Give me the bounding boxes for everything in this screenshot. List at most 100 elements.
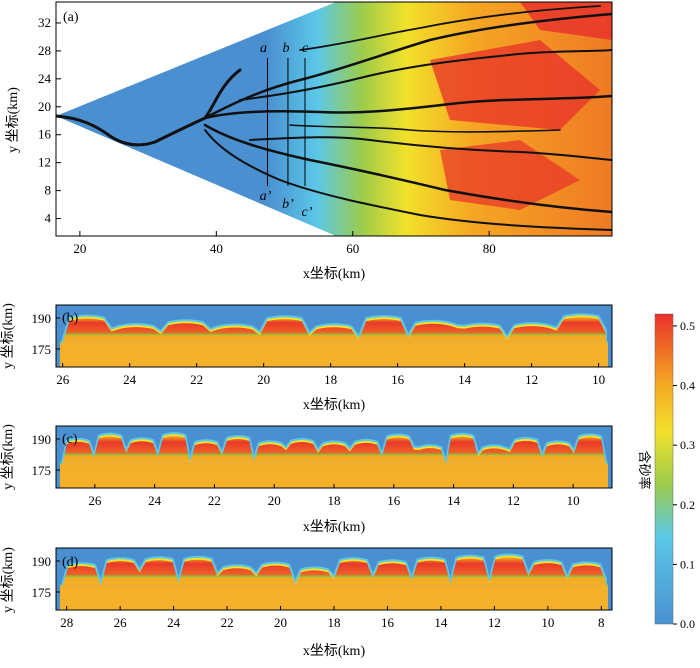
- panel-c: 26 24 22 20 18 16 14 12 10 190 175 (c) x坐标(km) y …: [0, 424, 613, 535]
- x-tick-label: 16: [381, 615, 395, 630]
- panel-b: 26 24 22 20 18 16 14 12 10 190 175 (b) x坐标(km) y …: [0, 303, 613, 413]
- colorbar-tick-label: 0.2: [680, 498, 695, 512]
- channel: [204, 129, 612, 231]
- x-tick-label: 16: [387, 493, 401, 508]
- upper-sand-body: [62, 557, 606, 588]
- x-tick-label: 28: [60, 615, 73, 630]
- y-tick-label: 12: [38, 155, 51, 170]
- y-tick-label: 32: [38, 15, 51, 30]
- channel-network: [56, 5, 612, 231]
- y-tick-label: 16: [38, 127, 52, 142]
- x-tick-label: 10: [592, 372, 605, 387]
- x-ticks: 28 26 24 22 20 18 16 14 12 10 8: [60, 606, 605, 630]
- y-axis-label: y 坐标(km): [0, 303, 16, 369]
- x-tick-label: 26: [114, 615, 128, 630]
- x-ticks: 26 24 22 20 18 16 14 12 10: [56, 363, 605, 387]
- x-tick-label: 18: [324, 372, 337, 387]
- x-tick-label: 22: [208, 493, 221, 508]
- colorbar-ramp: [654, 313, 674, 625]
- y-axis-label: y 坐标(km): [0, 424, 16, 490]
- colorbar-tick-label: 0.4: [680, 379, 695, 393]
- channel: [56, 68, 242, 147]
- x-tick-label: 10: [541, 615, 554, 630]
- panel-a: a a’ b b’ c c’ 20 40 60 80 4 8 12 16 20 24 28 32 (a) x坐…: [5, 1, 613, 282]
- colorbar-tick-label: 0.5: [680, 319, 695, 333]
- colorbar: 0.5 0.4 0.3 0.2 0.1 0.0 含砂率: [637, 313, 695, 631]
- x-ticks: 20 40 60 80: [73, 231, 496, 256]
- y-tick-label: 24: [38, 71, 52, 86]
- y-tick-label: 28: [38, 43, 51, 58]
- y-ticks: 190 175: [32, 311, 60, 357]
- y-tick-label: 8: [45, 183, 52, 198]
- panel-b-frame: [55, 304, 613, 368]
- panel-label: (d): [62, 555, 79, 570]
- section-label-top: a: [260, 41, 267, 56]
- x-tick-label: 60: [346, 241, 359, 256]
- section-label-top: c: [302, 41, 309, 56]
- x-tick-label: 18: [328, 615, 341, 630]
- x-tick-label: 20: [257, 372, 270, 387]
- fan-map: [56, 2, 612, 236]
- x-tick-label: 20: [73, 241, 86, 256]
- x-tick-label: 12: [507, 493, 520, 508]
- y-ticks: 4 8 12 16 20 24 28 32: [38, 15, 61, 226]
- channel: [299, 5, 601, 51]
- channel: [203, 123, 612, 214]
- x-tick-label: 12: [525, 372, 538, 387]
- x-tick-label: 14: [434, 615, 448, 630]
- x-tick-label: 20: [268, 493, 281, 508]
- x-axis-label: x坐标(km): [303, 643, 366, 659]
- panel-d: 28 26 24 22 20 18 16 14 12 10 8 190 175 (d) x坐标(km)…: [0, 547, 613, 659]
- section-lines: a a’ b b’ c c’: [260, 41, 313, 220]
- x-tick-label: 18: [328, 493, 341, 508]
- x-tick-label: 12: [488, 615, 501, 630]
- panel-label: (b): [62, 311, 79, 326]
- section-label-top: b: [282, 41, 289, 56]
- channel: [249, 136, 612, 161]
- channel: [203, 94, 612, 120]
- panel-label: (c): [62, 432, 78, 447]
- x-tick-label: 26: [88, 493, 102, 508]
- fan-hot-zone-3: [520, 2, 612, 40]
- upper-sand-body: [62, 436, 606, 466]
- x-tick-label: 20: [274, 615, 287, 630]
- upper-sand-body: [62, 317, 606, 345]
- x-tick-label: 24: [148, 493, 162, 508]
- section-label-bottom: a’: [260, 189, 272, 204]
- y-tick-label: 190: [32, 432, 52, 447]
- channel: [203, 12, 612, 120]
- x-ticks: 26 24 22 20 18 16 14 12 10: [88, 484, 580, 508]
- y-axis-label: y 坐标(km): [0, 547, 16, 613]
- y-tick-label: 4: [45, 211, 52, 226]
- channel: [289, 124, 561, 133]
- section-plot: [56, 548, 612, 610]
- x-tick-label: 80: [483, 241, 496, 256]
- x-tick-label: 22: [221, 615, 234, 630]
- colorbar-tick-label: 0.1: [680, 557, 695, 571]
- y-tick-label: 175: [32, 342, 52, 357]
- x-tick-label: 14: [447, 493, 461, 508]
- fan-hot-zone-1: [430, 40, 600, 130]
- x-tick-label: 8: [598, 615, 605, 630]
- x-tick-label: 14: [458, 372, 472, 387]
- panel-a-frame: [55, 1, 613, 237]
- panel-label: (a): [63, 10, 79, 25]
- lower-sand-body: [60, 343, 608, 367]
- section-label-bottom: c’: [302, 205, 313, 220]
- y-tick-label: 190: [32, 311, 52, 326]
- y-axis-label: y 坐标(km): [5, 87, 21, 153]
- x-tick-label: 10: [567, 493, 580, 508]
- x-tick-label: 40: [210, 241, 223, 256]
- x-axis-label: x坐标(km): [303, 519, 366, 535]
- y-tick-label: 175: [32, 585, 52, 600]
- y-tick-label: 190: [32, 554, 52, 569]
- colorbar-label: 含砂率: [637, 450, 652, 489]
- y-ticks: 190 175: [32, 554, 60, 600]
- x-tick-label: 16: [391, 372, 405, 387]
- section-plot: [56, 426, 612, 488]
- section-plot: [56, 305, 612, 367]
- colorbar-ticks: 0.5 0.4 0.3 0.2 0.1 0.0: [673, 319, 695, 631]
- x-axis-label: x坐标(km): [303, 266, 366, 282]
- x-axis-label: x坐标(km): [303, 397, 366, 413]
